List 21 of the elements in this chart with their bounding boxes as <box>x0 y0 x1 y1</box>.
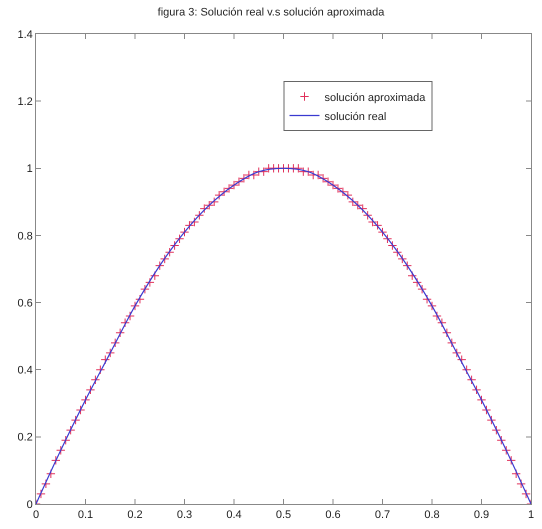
y-tick-label: 1 <box>26 163 33 176</box>
x-tick-label: 0.3 <box>176 509 192 522</box>
x-tick-label: 0.1 <box>78 509 94 522</box>
y-tick-label: 0.4 <box>18 364 33 377</box>
y-tick-label: 0.2 <box>18 432 33 444</box>
legend-label: solución aproximada <box>324 92 426 104</box>
x-tick-label: 1 <box>528 509 534 522</box>
chart-title: figura 3: Solución real v.s solución aproximada <box>158 6 386 19</box>
x-tick-label: 0.5 <box>276 509 292 522</box>
x-tick-label: 0.4 <box>226 509 242 522</box>
y-tick-label: 0.8 <box>18 230 33 242</box>
y-tick-label: 0.6 <box>18 297 33 310</box>
x-tick-label: 0.9 <box>474 509 490 522</box>
y-tick-label: 1.2 <box>18 96 33 108</box>
y-tick-label: 1.4 <box>18 28 33 41</box>
x-tick-label: 0.6 <box>325 509 341 522</box>
x-tick-label: 0.8 <box>424 509 440 522</box>
y-tick-label: 0 <box>26 498 33 511</box>
x-tick-label: 0.7 <box>374 509 390 522</box>
x-tick-label: 0.2 <box>127 509 143 522</box>
legend-label: solución real <box>324 110 386 123</box>
